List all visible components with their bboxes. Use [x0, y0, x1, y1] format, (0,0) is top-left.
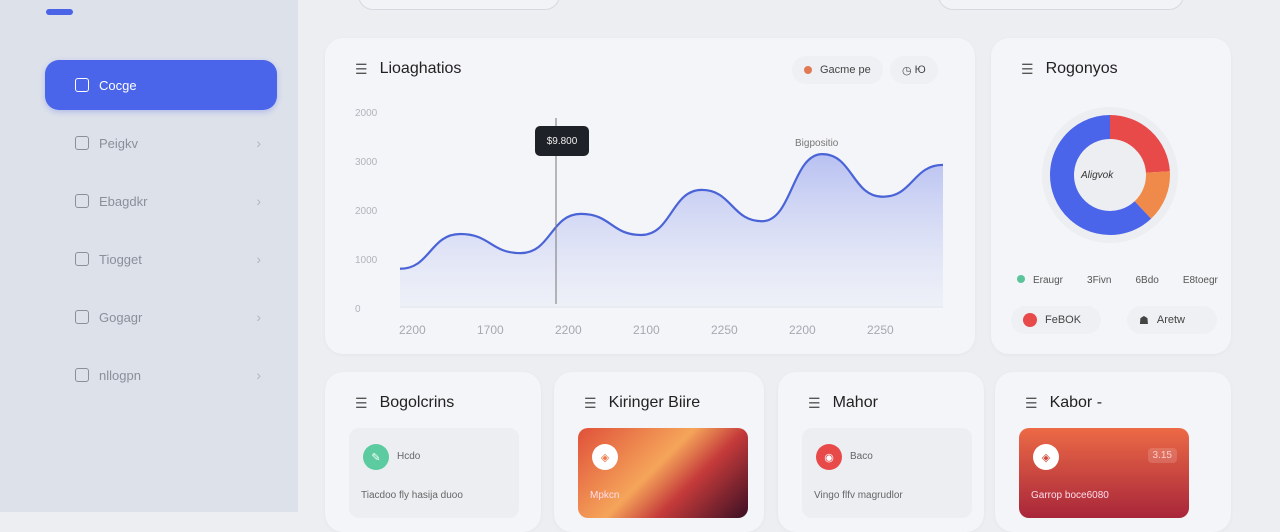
donut-chart[interactable] [991, 78, 1231, 278]
x-tick: 2200 [399, 323, 426, 337]
series-line [399, 153, 944, 270]
donut-center-label: Aligvok [1081, 170, 1114, 181]
user-icon: ☗ [1139, 314, 1149, 327]
filter-pill[interactable]: Gacme pe [792, 56, 883, 84]
legend-item: 3Fivn [1087, 275, 1112, 286]
summary-card[interactable]: ☰ Bogolcrins ✎ Hcdo Tiacdoo fly hasija du… [325, 372, 541, 532]
sidebar-item-4[interactable]: Gogagr › [45, 292, 277, 342]
donut-action-button[interactable]: ☗ Aretw [1127, 306, 1217, 334]
menu-icon[interactable]: ☰ [1025, 394, 1038, 411]
card-badge: 3.15 [1147, 448, 1177, 463]
y-tick: 2000 [355, 108, 378, 119]
profile-bar[interactable] [938, 0, 1184, 10]
card-title: Lioaghatios [379, 60, 462, 77]
chevron-right-icon: › [256, 309, 261, 325]
donut-card: ☰ Rogonyos Aligvok Eraugr 3Fivn 6Bdo E8toegr… [991, 38, 1231, 354]
sidebar-item-1[interactable]: Peigkv › [45, 118, 277, 168]
card-title: Bogolcrins [379, 394, 455, 411]
card-body: ◈ 3.15 Garrop boce6080 [1019, 428, 1189, 518]
sidebar-item-2[interactable]: Ebagdkr › [45, 176, 277, 226]
legend-item: E8toegr [1182, 275, 1218, 286]
menu-icon[interactable]: ☰ [1021, 60, 1034, 77]
search-bar[interactable] [358, 0, 560, 10]
legend-dot-icon [1017, 275, 1025, 283]
legend-item: 6Bdo [1135, 275, 1159, 286]
x-tick: 2200 [555, 323, 582, 337]
legend-item: Eraugr [1017, 275, 1063, 286]
record-icon [1023, 313, 1037, 327]
chevron-right-icon: › [256, 135, 261, 151]
donut-action-button[interactable]: FeBOK [1011, 306, 1101, 334]
folder-icon [75, 310, 89, 324]
sidebar-item-0[interactable]: Cocge [45, 60, 277, 110]
x-tick: 2250 [711, 323, 738, 337]
users-icon [75, 136, 89, 150]
y-tick: 3000 [355, 157, 378, 168]
sidebar: Cocge Peigkv › Ebagdkr › Tiogget › Gogagr › nllog… [0, 0, 298, 512]
logo [46, 9, 73, 15]
card-title: Kabor - [1049, 394, 1103, 411]
card-body: ◈ Mpkcn [578, 428, 748, 518]
calendar-icon [75, 252, 89, 266]
card-icon: ✎ [363, 444, 389, 470]
area-fill [400, 154, 943, 307]
y-tick: 1000 [355, 255, 378, 266]
card-title: Kiringer Biire [608, 394, 701, 411]
menu-icon[interactable]: ☰ [808, 394, 821, 411]
clock-icon [75, 194, 89, 208]
y-tick: 0 [355, 304, 361, 315]
chart-tooltip: $9.800 [535, 126, 589, 156]
menu-icon[interactable]: ☰ [584, 394, 597, 411]
card-body: ◉ Baco Vingo flfv magrudlor [802, 428, 972, 518]
y-tick: 2000 [355, 206, 378, 217]
card-icon: ◈ [592, 444, 618, 470]
card-title: Rogonyos [1045, 60, 1118, 77]
summary-card[interactable]: ☰ Kiringer Biire ◈ Mpkcn [554, 372, 764, 532]
donut-slice[interactable] [1109, 115, 1170, 174]
x-tick: 2100 [633, 323, 660, 337]
clock-icon: ◷ [902, 64, 912, 77]
options-button[interactable]: ◷ Ю [890, 56, 938, 84]
dashboard-icon [75, 78, 89, 92]
line-chart-card: ☰ Lioaghatios Gacme pe ◷ Ю 2000 3000 2000 10… [325, 38, 975, 354]
sidebar-item-5[interactable]: nllogpn › [45, 350, 277, 400]
x-tick: 2250 [867, 323, 894, 337]
menu-icon[interactable]: ☰ [355, 394, 368, 411]
chevron-right-icon: › [256, 251, 261, 267]
peak-annotation: Bigpositio [795, 138, 839, 149]
chevron-right-icon: › [256, 193, 261, 209]
x-tick: 1700 [477, 323, 504, 337]
archive-icon [75, 368, 89, 382]
summary-card[interactable]: ☰ Kabor - ◈ 3.15 Garrop boce6080 [995, 372, 1231, 532]
chevron-right-icon: › [256, 367, 261, 383]
donut-slice[interactable] [1050, 115, 1152, 235]
x-tick: 2200 [789, 323, 816, 337]
line-chart[interactable] [325, 38, 975, 354]
donut-slice[interactable] [1134, 171, 1170, 219]
card-title: Mahor [832, 394, 878, 411]
menu-icon[interactable]: ☰ [355, 60, 368, 77]
card-icon: ◉ [816, 444, 842, 470]
summary-card[interactable]: ☰ Mahor ◉ Baco Vingo flfv magrudlor [778, 372, 984, 532]
card-icon: ◈ [1033, 444, 1059, 470]
card-body: ✎ Hcdo Tiacdoo fly hasija duoo [349, 428, 519, 518]
dot-icon [804, 66, 812, 74]
sidebar-item-3[interactable]: Tiogget › [45, 234, 277, 284]
